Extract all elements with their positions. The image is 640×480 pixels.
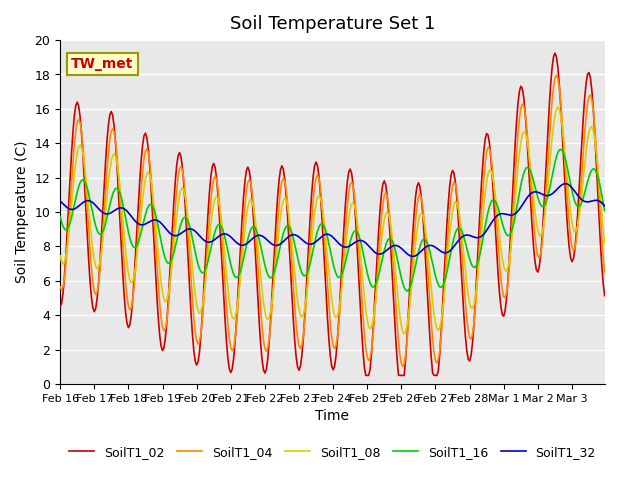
SoilT1_32 [601,203,609,209]
SoilT1_02 [446,183,454,189]
SoilT1_16 [403,288,411,294]
SoilT1_04 [56,284,64,289]
SoilT1_04 [92,292,100,298]
SoilT1_08 [75,144,83,150]
SoilT1_32 [446,248,454,254]
SoilT1_32 [75,203,83,209]
SoilT1_02 [551,50,559,56]
SoilT1_02 [56,304,64,310]
SoilT1_32 [409,253,417,259]
Legend: SoilT1_02, SoilT1_04, SoilT1_08, SoilT1_16, SoilT1_32: SoilT1_02, SoilT1_04, SoilT1_08, SoilT1_… [64,441,601,464]
SoilT1_04 [552,72,560,78]
SoilT1_02 [600,281,607,287]
Line: SoilT1_04: SoilT1_04 [60,75,605,366]
SoilT1_02 [337,292,344,298]
SoilT1_08 [600,227,607,232]
SoilT1_08 [92,264,100,269]
SoilT1_08 [401,331,408,336]
SoilT1_02 [92,306,100,312]
SoilT1_32 [92,203,100,208]
SoilT1_16 [56,214,64,219]
SoilT1_02 [527,201,534,206]
SoilT1_16 [527,169,534,175]
SoilT1_16 [446,255,454,261]
SoilT1_08 [446,232,454,238]
SoilT1_16 [600,200,607,206]
Text: TW_met: TW_met [71,57,133,72]
SoilT1_08 [337,298,344,304]
Title: Soil Temperature Set 1: Soil Temperature Set 1 [230,15,435,33]
Line: SoilT1_08: SoilT1_08 [60,107,605,334]
SoilT1_32 [56,198,64,204]
SoilT1_16 [337,274,344,280]
SoilT1_16 [601,208,609,214]
SoilT1_04 [600,254,607,260]
SoilT1_32 [600,201,607,207]
SoilT1_08 [56,253,64,259]
SoilT1_32 [561,181,569,187]
X-axis label: Time: Time [316,409,349,423]
Line: SoilT1_32: SoilT1_32 [60,184,605,256]
SoilT1_04 [446,207,454,213]
SoilT1_16 [557,146,564,152]
SoilT1_32 [337,242,344,248]
SoilT1_02 [601,293,609,299]
SoilT1_08 [601,240,609,246]
SoilT1_08 [527,166,534,172]
SoilT1_04 [601,270,609,276]
SoilT1_32 [527,191,534,197]
SoilT1_04 [75,117,83,122]
Line: SoilT1_16: SoilT1_16 [60,149,605,291]
SoilT1_02 [75,103,83,108]
SoilT1_16 [92,223,100,229]
SoilT1_04 [337,304,344,310]
SoilT1_04 [527,178,534,183]
SoilT1_16 [75,184,83,190]
SoilT1_08 [554,104,561,110]
Y-axis label: Soil Temperature (C): Soil Temperature (C) [15,141,29,283]
SoilT1_04 [399,363,406,369]
Line: SoilT1_02: SoilT1_02 [60,53,605,375]
SoilT1_02 [362,372,370,378]
